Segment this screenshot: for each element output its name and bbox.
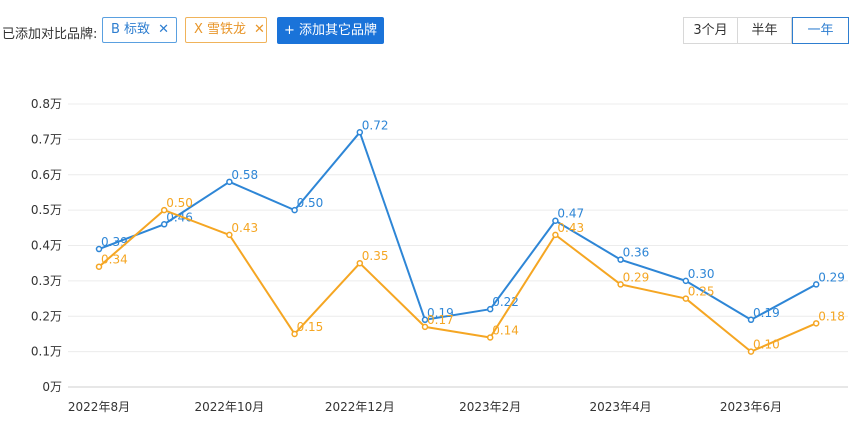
data-label: 0.22 [492,295,519,309]
data-label: 0.25 [688,285,715,299]
time-range-selector: 3个月 半年 一年 [683,17,849,44]
x-tick-label: 2023年6月 [720,400,782,414]
data-point [486,305,494,313]
data-point [95,263,103,270]
data-point [291,330,298,338]
data-point [747,348,755,355]
data-point [617,281,624,288]
data-point [160,206,168,214]
data-point [682,295,690,302]
data-label: 0.72 [362,118,389,132]
range-half-year-button[interactable]: 半年 [738,17,792,44]
data-point [552,217,559,224]
data-point [95,245,103,253]
data-label: 0.10 [753,338,780,352]
data-point [226,178,233,186]
y-tick-label: 0.2万 [31,309,62,323]
series-line [98,131,817,321]
data-point [421,323,429,331]
data-label: 0.47 [557,207,584,221]
data-point [812,320,820,327]
y-tick-label: 0万 [42,380,62,394]
data-label: 0.19 [753,306,780,320]
data-label: 0.43 [557,221,584,235]
compare-label: 已添加对比品牌: [2,27,98,42]
brand-compare-toolbar: 已添加对比品牌: B 标致 ✕ X 雪铁龙 ✕ + 添加其它品牌 3个月 半年 一年 [0,0,852,62]
data-label: 0.14 [492,323,519,337]
series-line [98,209,817,353]
data-point [291,206,298,214]
data-point [747,316,755,324]
data-point [812,281,820,288]
data-label: 0.29 [623,270,650,284]
data-label: 0.36 [623,246,650,260]
y-tick-label: 0.3万 [31,274,62,288]
data-label: 0.39 [101,235,128,249]
data-label: 0.30 [688,267,715,281]
x-tick-label: 2023年2月 [459,400,521,414]
x-tick-label: 2022年8月 [68,400,130,414]
x-tick-label: 2022年12月 [325,400,395,414]
data-point [356,129,364,136]
range-3-months-button[interactable]: 3个月 [683,17,738,44]
brand-tag-b-label: B 标致 [111,22,151,37]
data-point [552,231,559,239]
data-label: 0.34 [101,253,128,267]
x-tick-label: 2022年10月 [194,400,264,414]
data-label: 0.15 [297,320,324,334]
y-tick-label: 0.8万 [31,97,62,111]
brand-tag-x[interactable]: X 雪铁龙 ✕ [185,17,267,43]
y-tick-label: 0.5万 [31,203,62,217]
data-label: 0.50 [166,196,193,210]
x-tick-label: 2023年4月 [590,400,652,414]
data-label: 0.50 [297,196,324,210]
data-label: 0.58 [231,168,258,182]
y-tick-label: 0.4万 [31,239,62,253]
data-label: 0.19 [427,306,454,320]
brand-tag-b[interactable]: B 标致 ✕ [102,17,177,43]
range-one-year-button[interactable]: 一年 [792,17,849,44]
y-tick-label: 0.7万 [31,132,62,146]
data-label: 0.35 [362,249,389,263]
data-point [682,277,690,285]
data-label: 0.18 [818,309,845,323]
data-label: 0.17 [427,313,454,327]
y-tick-label: 0.1万 [31,345,62,359]
data-label: 0.29 [818,270,845,284]
data-point [421,316,429,324]
data-point [617,256,624,263]
add-brand-button[interactable]: + 添加其它品牌 [277,17,384,44]
data-label: 0.43 [231,221,258,235]
y-tick-label: 0.6万 [31,168,62,182]
data-point [356,259,364,267]
close-icon[interactable]: ✕ [254,22,265,37]
close-icon[interactable]: ✕ [158,22,169,37]
data-point [160,221,168,228]
data-point [226,231,233,239]
data-point [486,334,494,341]
brand-tag-x-label: X 雪铁龙 [194,22,247,37]
